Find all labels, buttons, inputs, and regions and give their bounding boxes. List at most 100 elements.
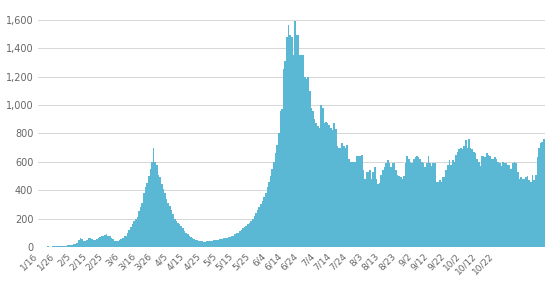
Bar [366,172,368,247]
Bar [387,160,388,247]
Bar [348,159,349,247]
Bar [245,226,247,247]
Bar [418,157,419,247]
Bar [84,241,86,247]
Bar [122,238,123,247]
Bar [486,153,488,247]
Bar [80,238,81,247]
Bar [337,146,338,247]
Bar [168,203,169,247]
Bar [358,156,359,247]
Bar [231,236,233,247]
Bar [277,145,278,247]
Bar [137,217,138,247]
Bar [383,168,385,247]
Bar [299,55,301,247]
Bar [260,204,262,247]
Bar [140,207,142,247]
Bar [501,166,503,247]
Bar [298,35,299,247]
Bar [226,238,228,247]
Bar [453,162,455,247]
Bar [135,219,137,247]
Bar [419,159,421,247]
Bar [441,182,442,247]
Bar [442,177,444,247]
Bar [315,124,317,247]
Bar [431,166,433,247]
Bar [127,233,128,247]
Bar [77,243,78,247]
Bar [402,179,403,247]
Bar [169,206,171,247]
Bar [83,241,84,247]
Bar [436,182,437,247]
Bar [496,159,498,247]
Bar [182,228,183,247]
Bar [397,175,398,247]
Bar [311,108,312,247]
Bar [323,124,325,247]
Bar [98,238,99,247]
Bar [344,147,346,247]
Bar [192,238,193,247]
Bar [372,172,374,247]
Bar [328,125,330,247]
Bar [75,244,77,247]
Bar [525,177,527,247]
Bar [195,240,197,247]
Bar [284,61,286,247]
Bar [445,170,447,247]
Bar [55,246,57,247]
Bar [252,219,253,247]
Bar [380,175,382,247]
Bar [491,159,493,247]
Bar [258,207,260,247]
Bar [377,184,379,247]
Bar [208,241,210,247]
Bar [483,156,484,247]
Bar [250,221,252,247]
Bar [117,241,118,247]
Bar [369,170,371,247]
Bar [403,176,405,247]
Bar [86,240,88,247]
Bar [101,236,102,247]
Bar [382,170,383,247]
Bar [288,25,289,247]
Bar [99,237,101,247]
Bar [481,156,483,247]
Bar [416,156,418,247]
Bar [65,246,67,247]
Bar [89,238,91,247]
Bar [109,236,111,247]
Bar [120,239,122,247]
Bar [229,237,231,247]
Bar [270,176,272,247]
Bar [148,176,149,247]
Bar [460,147,462,247]
Bar [174,219,176,247]
Bar [318,128,320,247]
Bar [190,237,192,247]
Bar [267,187,268,247]
Bar [60,246,62,247]
Bar [499,163,501,247]
Bar [307,76,309,247]
Bar [410,162,411,247]
Bar [530,182,532,247]
Bar [306,80,307,247]
Bar [421,162,423,247]
Bar [212,241,213,247]
Bar [429,163,431,247]
Bar [514,162,515,247]
Bar [542,142,543,247]
Bar [543,139,544,247]
Bar [424,168,426,247]
Bar [197,240,198,247]
Bar [479,166,481,247]
Bar [342,143,343,247]
Bar [216,240,218,247]
Bar [507,165,509,247]
Bar [494,157,496,247]
